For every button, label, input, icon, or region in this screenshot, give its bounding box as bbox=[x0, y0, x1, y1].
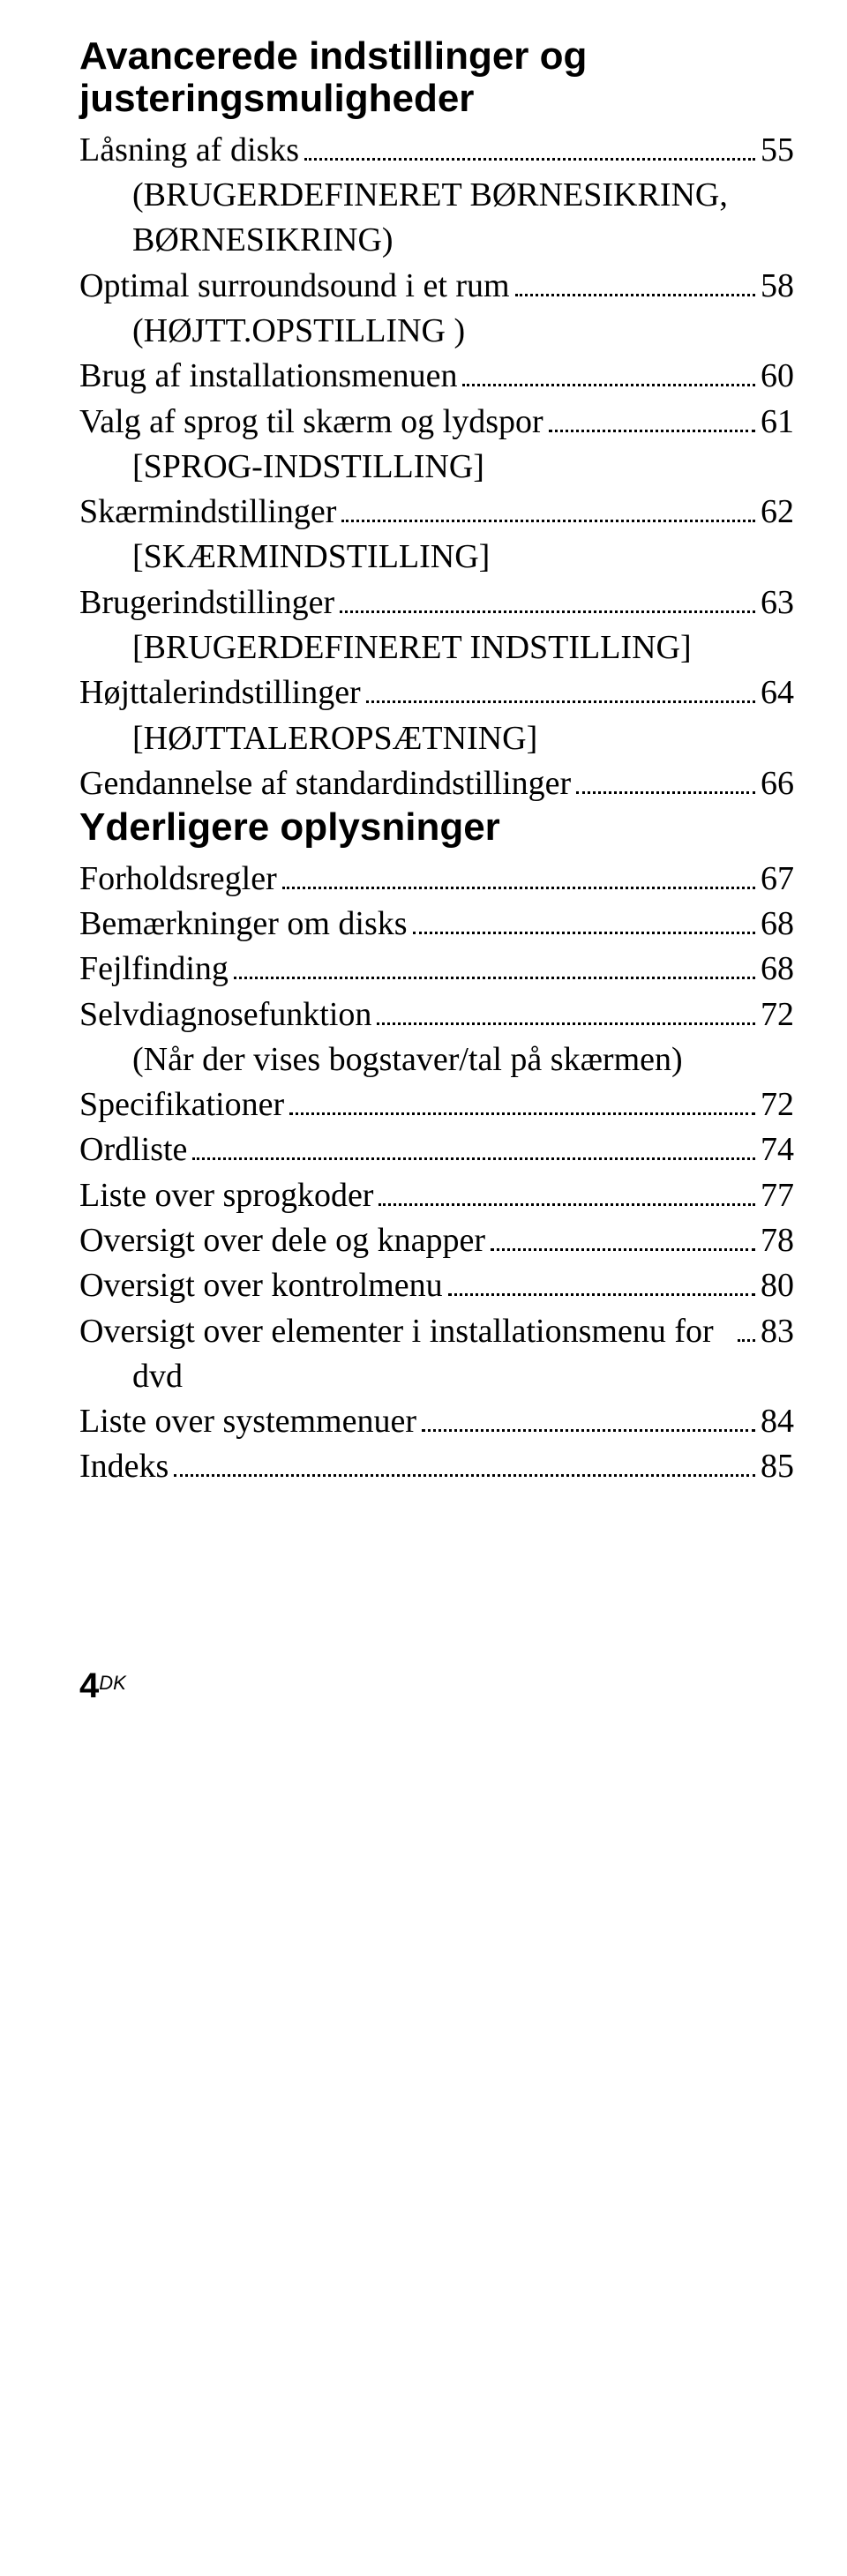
toc-label: Brugerindstillinger bbox=[79, 580, 334, 625]
toc-label: Forholdsregler bbox=[79, 857, 277, 902]
toc-entry: Bemærkninger om disks 68 bbox=[79, 902, 794, 947]
toc-entry: Låsning af disks 55 bbox=[79, 128, 794, 173]
toc-entry: Selvdiagnosefunktion 72 bbox=[79, 992, 794, 1037]
toc-entry: Fejlfinding 68 bbox=[79, 947, 794, 992]
toc-label: Selvdiagnosefunktion bbox=[79, 992, 371, 1037]
toc-page-number: 55 bbox=[761, 128, 794, 173]
toc-page-number: 66 bbox=[761, 761, 794, 806]
toc-page-number: 74 bbox=[761, 1127, 794, 1172]
toc-leader bbox=[549, 430, 755, 432]
toc-page-number: 64 bbox=[761, 670, 794, 715]
toc-subnote: [BRUGERDEFINERET INDSTILLING] bbox=[79, 625, 794, 670]
table-of-contents: Avancerede indstillinger og justeringsmu… bbox=[79, 35, 794, 1490]
toc-label: Låsning af disks bbox=[79, 128, 299, 173]
toc-entry: Valg af sprog til skærm og lydspor 61 bbox=[79, 400, 794, 445]
toc-subnote: (Når der vises bogstaver/tal på skærmen) bbox=[79, 1037, 794, 1082]
toc-entry: Brug af installationsmenuen 60 bbox=[79, 354, 794, 399]
toc-page-number: 67 bbox=[761, 857, 794, 902]
toc-page-number: 85 bbox=[761, 1444, 794, 1489]
toc-page-number: 68 bbox=[761, 902, 794, 947]
toc-page-number: 72 bbox=[761, 1082, 794, 1127]
toc-leader bbox=[341, 520, 755, 522]
toc-label: Bemærkninger om disks bbox=[79, 902, 408, 947]
toc-entry: Liste over systemmenuer 84 bbox=[79, 1399, 794, 1444]
toc-entry: Skærmindstillinger 62 bbox=[79, 490, 794, 535]
toc-page-number: 78 bbox=[761, 1218, 794, 1263]
toc-label: Fejlfinding bbox=[79, 947, 229, 992]
toc-leader bbox=[491, 1248, 755, 1251]
toc-leader bbox=[192, 1157, 755, 1160]
toc-entry: Oversigt over kontrolmenu 80 bbox=[79, 1263, 794, 1308]
toc-entry: Liste over sprogkoder 77 bbox=[79, 1173, 794, 1218]
toc-page-number: 83 bbox=[761, 1309, 794, 1354]
toc-leader bbox=[462, 384, 755, 386]
toc-subnote: (HØJTT.OPSTILLING ) bbox=[79, 309, 794, 354]
toc-subnote: [SKÆRMINDSTILLING] bbox=[79, 535, 794, 580]
page-suffix: DK bbox=[99, 1672, 126, 1694]
toc-page-number: 61 bbox=[761, 400, 794, 445]
toc-page-number: 60 bbox=[761, 354, 794, 399]
toc-label: Liste over systemmenuer bbox=[79, 1399, 416, 1444]
section-heading: Avancerede indstillinger og justeringsmu… bbox=[79, 35, 794, 121]
toc-leader bbox=[304, 158, 755, 161]
toc-entry: Ordliste 74 bbox=[79, 1127, 794, 1172]
section-heading: Yderligere oplysninger bbox=[79, 806, 794, 849]
toc-leader bbox=[366, 700, 755, 703]
toc-page-number: 62 bbox=[761, 490, 794, 535]
toc-page-number: 63 bbox=[761, 580, 794, 625]
toc-subnote: [SPROG-INDSTILLING] bbox=[79, 445, 794, 490]
toc-leader bbox=[340, 610, 755, 613]
page-number: 4 bbox=[79, 1666, 99, 1705]
toc-label: Oversigt over kontrolmenu bbox=[79, 1263, 443, 1308]
toc-entry: Optimal surroundsound i et rum 58 bbox=[79, 264, 794, 309]
toc-label: Specifikationer bbox=[79, 1082, 284, 1127]
toc-entry: Indeks 85 bbox=[79, 1444, 794, 1489]
toc-entry: Højttalerindstillinger 64 bbox=[79, 670, 794, 715]
toc-label: Optimal surroundsound i et rum bbox=[79, 264, 510, 309]
toc-page-number: 72 bbox=[761, 992, 794, 1037]
toc-page-number: 80 bbox=[761, 1263, 794, 1308]
page-footer: 4DK bbox=[79, 1666, 794, 1706]
toc-entry: Gendannelse af standardindstillinger 66 bbox=[79, 761, 794, 806]
toc-leader bbox=[738, 1339, 755, 1342]
toc-label: Oversigt over elementer i installationsm… bbox=[79, 1309, 732, 1400]
toc-leader bbox=[282, 887, 755, 889]
toc-label: Højttalerindstillinger bbox=[79, 670, 361, 715]
toc-subnote: (BRUGERDEFINERET BØRNESIKRING, BØRNESIKR… bbox=[79, 173, 794, 264]
toc-label: Indeks bbox=[79, 1444, 169, 1489]
toc-leader bbox=[289, 1112, 755, 1115]
toc-leader bbox=[515, 294, 755, 296]
toc-entry: Forholdsregler 67 bbox=[79, 857, 794, 902]
toc-label: Gendannelse af standardindstillinger bbox=[79, 761, 571, 806]
toc-page-number: 84 bbox=[761, 1399, 794, 1444]
toc-leader bbox=[379, 1203, 755, 1206]
toc-entry: Brugerindstillinger 63 bbox=[79, 580, 794, 625]
toc-subnote: [HØJTTALEROPSÆTNING] bbox=[79, 716, 794, 761]
toc-leader bbox=[234, 977, 755, 979]
toc-entry: Oversigt over dele og knapper 78 bbox=[79, 1218, 794, 1263]
toc-leader bbox=[422, 1429, 755, 1432]
toc-label: Valg af sprog til skærm og lydspor bbox=[79, 400, 543, 445]
toc-leader bbox=[576, 791, 755, 794]
toc-leader bbox=[174, 1474, 755, 1477]
toc-label: Brug af installationsmenuen bbox=[79, 354, 457, 399]
toc-label: Skærmindstillinger bbox=[79, 490, 336, 535]
toc-page-number: 58 bbox=[761, 264, 794, 309]
toc-label: Liste over sprogkoder bbox=[79, 1173, 373, 1218]
toc-entry: Oversigt over elementer i installationsm… bbox=[79, 1309, 794, 1400]
toc-page-number: 77 bbox=[761, 1173, 794, 1218]
toc-leader bbox=[448, 1293, 755, 1296]
toc-entry: Specifikationer 72 bbox=[79, 1082, 794, 1127]
toc-label: Oversigt over dele og knapper bbox=[79, 1218, 485, 1263]
toc-page-number: 68 bbox=[761, 947, 794, 992]
toc-leader bbox=[377, 1022, 755, 1025]
toc-label: Ordliste bbox=[79, 1127, 187, 1172]
toc-leader bbox=[413, 932, 755, 934]
